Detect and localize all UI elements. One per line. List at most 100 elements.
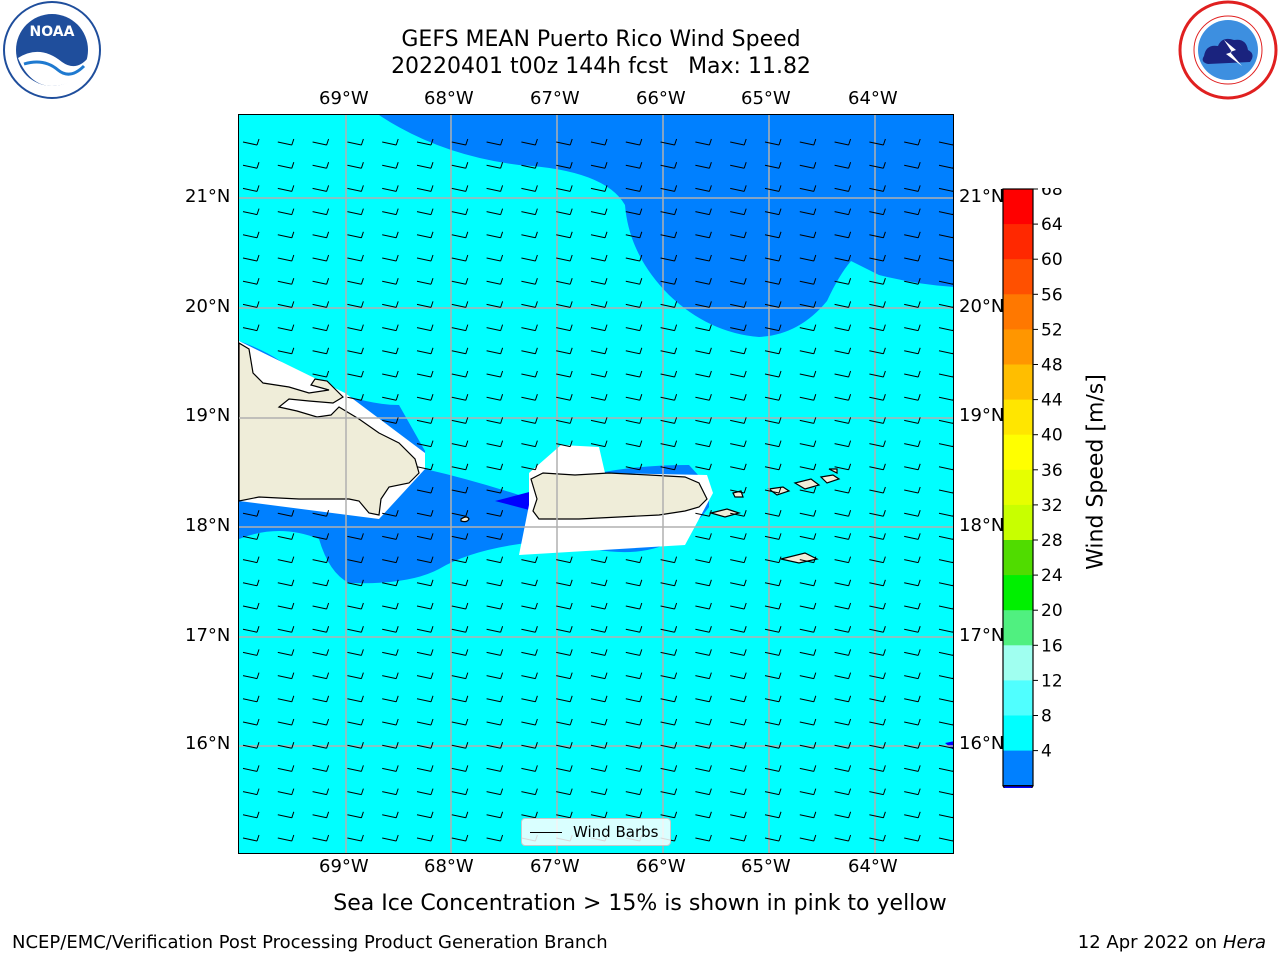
wind-barb — [521, 788, 538, 796]
wind-barb — [590, 231, 608, 239]
wind-barb — [660, 254, 678, 262]
wind-barb — [382, 788, 399, 796]
wind-barb — [730, 695, 747, 703]
wind-barb — [834, 811, 852, 819]
wind-barb — [764, 208, 782, 216]
wind-barb — [869, 556, 886, 564]
wind-barb — [521, 811, 538, 819]
wind-barb — [938, 234, 953, 239]
vieques-island — [708, 508, 742, 518]
wind-barb — [834, 463, 852, 471]
wind-barb — [625, 394, 643, 401]
wind-barb — [242, 765, 260, 772]
wind-barb — [695, 579, 712, 587]
wind-barb — [660, 765, 678, 772]
colorbar-tick-label-44: 44 — [1041, 391, 1063, 411]
colorbar-segment-7 — [1003, 434, 1033, 471]
wind-barb — [938, 767, 953, 772]
lon-label-bottom-64w: 64°W — [848, 856, 898, 877]
wind-barb — [556, 765, 573, 772]
wind-barb — [486, 834, 504, 842]
wind-barb — [764, 811, 782, 819]
wind-barb — [625, 765, 643, 772]
wind-barb — [869, 278, 886, 285]
wind-barb — [451, 579, 469, 587]
wind-barb — [904, 626, 921, 633]
wind-barb — [590, 718, 608, 726]
wind-barb — [625, 347, 643, 355]
wind-barb — [695, 208, 712, 216]
wind-barb — [869, 626, 886, 633]
wind-barb — [590, 347, 608, 355]
wind-barb — [799, 788, 817, 796]
wind-barb — [382, 742, 399, 749]
wind-barb — [625, 278, 643, 285]
wind-barb — [556, 138, 573, 146]
wind-barb — [938, 257, 953, 262]
wind-barb — [451, 231, 469, 239]
wind-barb — [695, 347, 712, 355]
lon-label-bottom-65w: 65°W — [741, 856, 791, 877]
wind-barb — [382, 347, 399, 355]
chart-title: GEFS MEAN Puerto Rico Wind Speed — [401, 27, 801, 52]
wind-barb — [799, 626, 817, 633]
wind-barb — [695, 463, 712, 471]
wind-barb — [486, 765, 504, 772]
wind-barb — [799, 278, 817, 285]
wind-barb — [451, 463, 469, 471]
wind-barb — [730, 463, 747, 471]
wind-barb — [869, 463, 886, 471]
wind-barb — [904, 602, 921, 610]
wind-barb — [347, 185, 364, 192]
lat-label-right-20n: 20°N — [959, 296, 1005, 317]
wind-barb — [242, 162, 260, 169]
wind-barb — [451, 649, 469, 656]
wind-barb — [556, 672, 573, 680]
wind-barb — [904, 579, 921, 587]
wind-barb — [695, 370, 712, 378]
wind-barb — [382, 718, 399, 726]
wind-barb — [416, 510, 434, 517]
wind-barb — [695, 162, 712, 169]
colorbar-segment-3 — [1003, 294, 1033, 330]
wind-barb — [590, 208, 608, 216]
wind-barb — [730, 324, 747, 332]
wind-barb — [695, 324, 712, 332]
wind-barb — [625, 301, 643, 308]
wind-barb — [242, 533, 260, 540]
wind-barb — [590, 788, 608, 796]
wind-barb — [660, 602, 678, 610]
wind-barb — [904, 742, 921, 749]
wind-barb — [521, 649, 538, 656]
wind-barb — [521, 626, 538, 633]
wind-barb — [242, 510, 260, 517]
wind-barb — [834, 788, 852, 796]
wind-barb — [312, 811, 330, 819]
wind-barb — [904, 834, 921, 842]
wind-barb — [451, 208, 469, 216]
wind-barb — [834, 417, 852, 424]
wind-barb — [347, 278, 364, 285]
wind-barb — [486, 463, 504, 471]
wind-barb — [590, 811, 608, 819]
wind-barb — [312, 162, 330, 169]
wind-barb — [590, 138, 608, 146]
wind-barb — [904, 185, 921, 192]
wind-barb — [451, 602, 469, 610]
wind-barb — [486, 788, 504, 796]
lon-label-bottom-67w: 67°W — [530, 856, 580, 877]
wind-barb — [277, 788, 295, 796]
wind-barb — [764, 649, 782, 656]
colorbar-segment-9 — [1003, 504, 1033, 541]
wind-barb — [347, 208, 364, 216]
wind-barb — [277, 324, 295, 332]
wind-barb — [521, 301, 538, 308]
wind-barb — [382, 162, 399, 169]
wind-barb — [730, 788, 747, 796]
wind-barb — [938, 303, 953, 308]
chart-subtitle: 20220401 t00z 144h fcst Max: 11.82 — [296, 54, 906, 80]
wind-barb — [416, 788, 434, 796]
wind-barb — [556, 278, 573, 285]
wind-barb — [834, 834, 852, 842]
wind-barb — [347, 162, 364, 169]
